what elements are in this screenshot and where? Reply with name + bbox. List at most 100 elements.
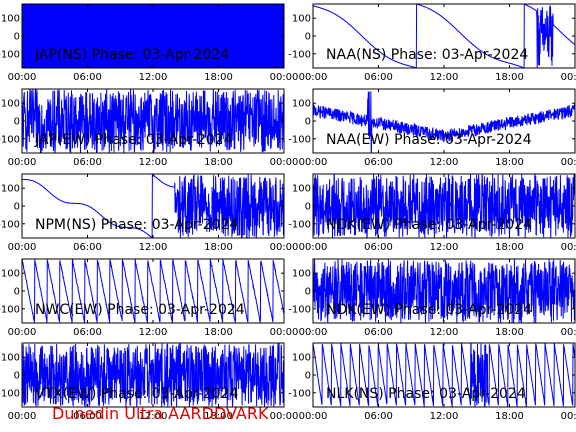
phase-trace (313, 343, 575, 407)
x-tick-label: 00:00 (270, 242, 299, 253)
x-tick-label: 12:00 (430, 242, 459, 253)
y-tick-label: 100 (292, 269, 311, 280)
panel-title: NDK(EW) Phase: 03-Apr-2024 (326, 217, 532, 233)
x-tick-label: 06:00 (364, 157, 393, 168)
x-tick-label: 12:00 (430, 72, 459, 83)
x-tick-label: 00:00 (8, 327, 37, 338)
x-tick-label: 00:00 (270, 157, 299, 168)
x-tick-label: 18:00 (204, 411, 233, 422)
panel-title: NDK(EW) Phase: 03-Apr-2024 (326, 302, 532, 318)
y-tick-label: -100 (0, 134, 20, 145)
x-tick-label: 00:00 (299, 411, 328, 422)
y-tick-label: 0 (14, 202, 20, 213)
x-tick-label: 06:00 (73, 242, 102, 253)
footer-credit: Dunedin Ultra AARDDVARK (52, 404, 269, 423)
x-tick-label: 00:00 (270, 327, 299, 338)
phase-trace (313, 4, 575, 68)
x-tick-label: 12:00 (139, 157, 168, 168)
y-tick-label: -100 (0, 49, 20, 60)
y-tick-label: -100 (288, 49, 311, 60)
x-tick-label: 12:00 (430, 157, 459, 168)
chart-panel-2: 100 0 -100 00:00 06:00 12:00 18:00 00:00 NAA(NS)… (288, 3, 576, 83)
chart-panel-4: 100 0 -100 00:00 06:00 12:00 18:00 00:00 NAA(EW)… (288, 88, 576, 168)
x-tick-label: 18:00 (204, 157, 233, 168)
y-tick-label: 100 (292, 99, 311, 110)
y-tick-label: -100 (0, 304, 20, 315)
x-tick-label: 00:00 (561, 327, 576, 338)
phase-trace (22, 4, 284, 68)
x-tick-label: 12:00 (139, 411, 168, 422)
y-tick-label: 0 (305, 287, 311, 298)
y-tick-label: -100 (0, 219, 20, 230)
y-tick-label: -100 (0, 388, 20, 399)
chart-panel-9: 100 0 -100 00:00 06:00 12:00 18:00 00:00 VTX(EW)… (0, 342, 298, 422)
x-tick-label: 06:00 (73, 411, 102, 422)
phase-trace (22, 343, 284, 407)
chart-panel-3: 100 0 -100 00:00 06:00 12:00 18:00 00:00 JAP(EW)… (0, 88, 299, 168)
x-tick-label: 06:00 (364, 327, 393, 338)
y-tick-label: 100 (1, 353, 20, 364)
x-tick-label: 18:00 (204, 242, 233, 253)
x-tick-label: 00:00 (8, 72, 37, 83)
x-tick-label: 12:00 (430, 327, 459, 338)
x-tick-label: 00:00 (299, 242, 328, 253)
y-tick-label: 100 (1, 269, 20, 280)
x-tick-label: 00:00 (561, 411, 576, 422)
x-tick-label: 00:00 (8, 411, 37, 422)
chart-panel-8: 100 0 -100 00:00 06:00 12:00 18:00 00:00 NDK(EW)… (288, 258, 576, 338)
x-tick-label: 06:00 (73, 72, 102, 83)
chart-panel-10: 100 0 -100 00:00 06:00 12:00 18:00 00:00 NLK(NS)… (288, 342, 576, 422)
y-tick-label: -100 (288, 219, 311, 230)
y-tick-label: 0 (305, 117, 311, 128)
panel-title: JAP(EW) Phase: 03-Apr-2024 (34, 132, 233, 148)
x-tick-label: 12:00 (139, 72, 168, 83)
x-tick-label: 06:00 (364, 242, 393, 253)
x-tick-label: 18:00 (495, 327, 524, 338)
x-tick-label: 00:00 (299, 157, 328, 168)
y-tick-label: 0 (14, 287, 20, 298)
y-tick-label: 0 (305, 202, 311, 213)
phase-trace (313, 91, 575, 153)
panel-title: NLK(NS) Phase: 03-Apr-2024 (326, 386, 526, 402)
panel-title: NWC(EW) Phase: 03-Apr-2024 (35, 302, 245, 318)
x-tick-label: 18:00 (204, 72, 233, 83)
chart-panel-6: 100 0 -100 00:00 06:00 12:00 18:00 00:00 NDK(EW)… (288, 173, 576, 253)
panel-title: JAP(NS) Phase: 03-Apr-2024 (34, 47, 229, 63)
phase-trace (313, 174, 575, 238)
x-tick-label: 00:00 (561, 72, 576, 83)
panel-title: NPM(NS) Phase: 03-Apr-2024 (35, 217, 238, 233)
y-tick-label: 0 (305, 32, 311, 43)
chart-panel-5: 100 0 -100 00:00 06:00 12:00 18:00 00:00 NPM(NS)… (0, 173, 299, 253)
y-tick-label: 100 (292, 184, 311, 195)
x-tick-label: 06:00 (73, 327, 102, 338)
x-tick-label: 00:00 (8, 242, 37, 253)
x-tick-label: 18:00 (495, 157, 524, 168)
phase-trace (313, 259, 575, 323)
y-tick-label: 0 (14, 32, 20, 43)
plot-area (313, 4, 575, 68)
y-tick-label: 100 (292, 14, 311, 25)
x-tick-label: 06:00 (364, 72, 393, 83)
y-tick-label: -100 (288, 388, 311, 399)
x-tick-label: 06:00 (364, 411, 393, 422)
x-tick-label: 12:00 (139, 327, 168, 338)
x-tick-label: 18:00 (495, 72, 524, 83)
panel-title: VTX(EW) Phase: 03-Apr-2024 (35, 386, 238, 402)
chart-panel-1: 100 0 -100 00:00 06:00 12:00 18:00 00:00 JAP(NS)… (0, 3, 298, 83)
panel-title: NAA(NS) Phase: 03-Apr-2024 (326, 47, 528, 63)
phase-trace (22, 259, 284, 323)
y-tick-label: -100 (288, 134, 311, 145)
panel-title: NAA(EW) Phase: 03-Apr-2024 (326, 132, 532, 148)
y-tick-label: 100 (1, 14, 20, 25)
chart-panel-7: 100 0 -100 00:00 06:00 12:00 18:00 00:00 NWC(EW)… (0, 258, 299, 338)
y-tick-label: 0 (14, 117, 20, 128)
y-tick-label: -100 (288, 304, 311, 315)
x-tick-label: 18:00 (204, 327, 233, 338)
x-tick-label: 12:00 (139, 242, 168, 253)
x-tick-label: 00:00 (8, 157, 37, 168)
x-tick-label: 18:00 (495, 242, 524, 253)
x-tick-label: 12:00 (430, 411, 459, 422)
x-tick-label: 00:00 (299, 72, 328, 83)
x-tick-label: 06:00 (73, 157, 102, 168)
